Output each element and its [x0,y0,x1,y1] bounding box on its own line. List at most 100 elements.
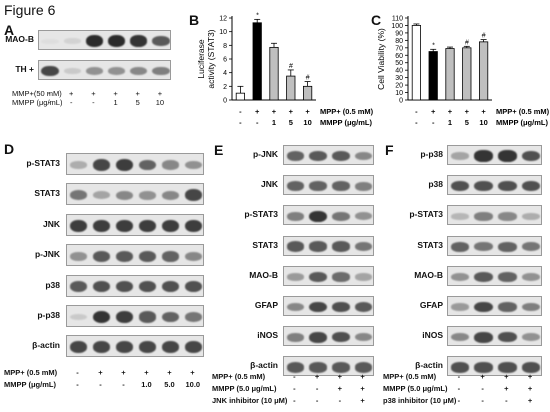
treatment-mark: 1 [272,118,276,127]
blot-band [286,211,305,221]
y-tick-label: 4 [223,70,227,77]
treatment-mark: - [256,118,259,127]
blot-band [138,250,157,262]
treatment-mark: + [448,107,453,116]
blot-band [309,150,327,162]
blot-band [286,272,305,281]
blot-strip [66,244,204,267]
blot-band [69,190,88,201]
blot-strip [66,274,204,297]
treatment-mark: 1.0 [141,380,152,389]
treatment-label: MMPP (μg/mL) [320,118,372,127]
blot-band [521,150,541,162]
blot-band [85,66,104,76]
treatment-mark: - [47,98,51,107]
panel-label-b: B [189,12,200,28]
blot-band [354,212,373,221]
blot-band [115,190,134,201]
blot-band [521,241,541,252]
blot-band [138,341,157,354]
significance-mark: # [465,39,469,46]
blot-band [152,35,170,47]
bar [411,25,422,101]
treatment-mark: + [480,372,485,381]
treatment-label: MPP+ (0.5 mM) [320,107,374,116]
bar [286,75,296,101]
blot-band [309,331,327,343]
bar [269,46,279,101]
blot-band [354,151,373,161]
blot-row-label: β-actin [32,340,60,351]
blot-row-label: TH + [15,64,34,74]
treatment-mark: - [505,396,508,405]
treatment-mark: + [121,368,126,377]
treatment-mark: + [190,368,195,377]
y-tick-label: 10 [219,29,227,36]
blot-band [309,271,327,282]
blot-band [286,241,305,252]
blot-band [152,66,170,76]
blot-band [115,250,134,262]
treatment-mark: - [92,98,95,107]
blot-band [521,180,541,192]
blot-band [498,302,517,312]
blot-row-label: p-STAT3 [409,209,443,220]
blot-band [474,180,493,192]
blot-band [107,35,126,47]
blot-band [184,189,203,202]
treatment-mark: + [360,384,365,393]
blot-band [161,250,180,262]
blot-band [115,341,134,354]
blot-band [450,213,470,220]
treatment-mark: 10 [303,118,311,127]
blot-band [107,66,126,76]
treatment-mark: - [293,396,296,405]
treatment-mark: + [91,89,96,98]
blot-band [69,251,88,261]
treatment-label: MPP+ (0.5 mM) [496,107,550,116]
blot-band [92,341,111,354]
y-tick-label: 30 [395,75,403,82]
y-tick-label: 80 [395,38,403,45]
blot-band [474,271,493,282]
blot-row-label: MAO-B [249,269,278,280]
blot-band [498,331,517,343]
treatment-mark: + [527,372,533,381]
treatment-mark: - [457,396,461,405]
blot-band [161,160,180,170]
y-tick-label: 90 [395,30,403,37]
blot-band [498,271,517,282]
treatment-mark: - [122,380,125,389]
y-tick-label: 12 [219,16,227,23]
blot-band [450,152,470,160]
blot-band [332,331,350,343]
treatment-mark: + [113,89,118,98]
treatment-mark: - [315,396,319,405]
y-tick-label: 0 [223,98,227,105]
treatment-mark: + [272,107,277,116]
blot-band [184,160,203,170]
y-tick-label: 2 [223,84,227,91]
blot-strip [283,265,374,286]
blot-band [450,362,470,373]
treatment-mark: - [481,384,484,393]
blot-strip [447,356,542,377]
blot-band [354,241,373,252]
treatment-mark: + [135,89,140,98]
treatment-mark: - [239,107,242,116]
blot-band [474,150,493,162]
blot-band [41,38,59,44]
blot-band [286,151,305,161]
blot-strip [447,145,542,165]
blot-band [115,310,134,324]
blot-row-label: p38 [428,179,443,190]
treatment-mark: - [415,118,418,127]
blot-strip [447,326,542,347]
panel-label-f: F [385,142,394,158]
blot-band [474,211,493,221]
blot-row-label: p-JNK [252,149,278,159]
blot-strip [283,175,374,196]
treatment-label: MPP+ (0.5 mM) [212,372,266,381]
treatment-mark: - [99,380,102,389]
treatment-mark: 5 [289,118,293,127]
